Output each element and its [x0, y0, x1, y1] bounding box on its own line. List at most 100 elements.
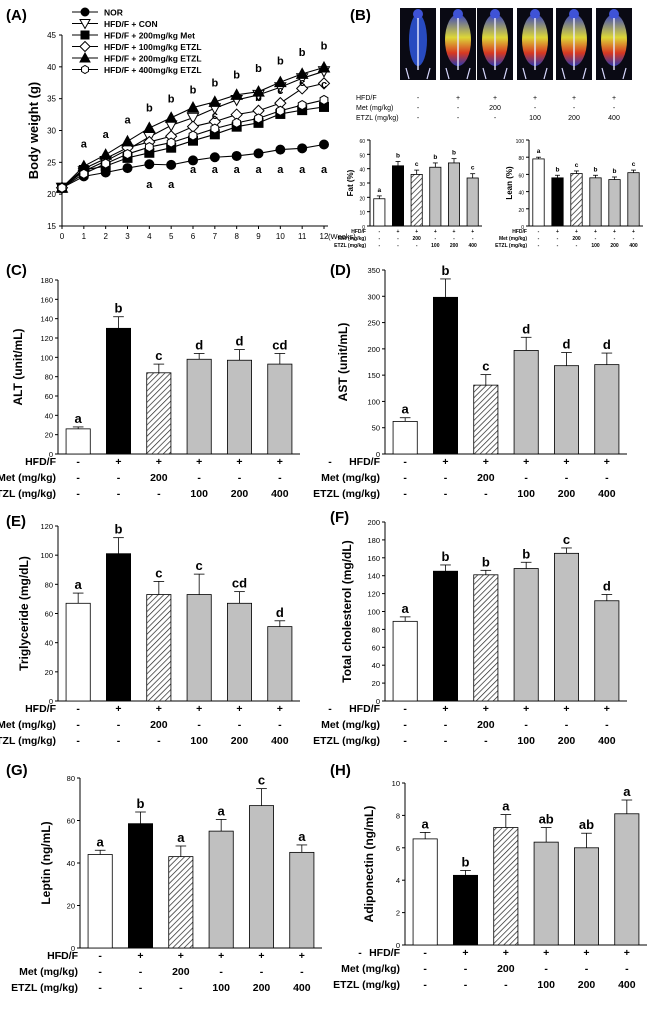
bar — [186, 358, 212, 455]
treatment-cell: - — [117, 735, 121, 747]
treatment-cell: - — [328, 456, 332, 468]
x-tick-label: 12 — [320, 232, 329, 241]
y-tick-label: 250 — [367, 319, 380, 328]
alt-bar-chart: 0 20 40 60 80 100 120 140 160 180 ALT (unit/mL) a b c… — [0, 262, 300, 500]
treatment-cell: - — [98, 966, 102, 978]
significance-letter: a — [277, 164, 284, 176]
x-tick-label: 6 — [191, 232, 196, 241]
significance-letter: d — [603, 578, 611, 593]
data-point — [188, 130, 198, 141]
x-tick-label: 8 — [234, 232, 239, 241]
data-point — [122, 163, 133, 174]
y-tick-label: 80 — [518, 156, 524, 162]
y-tick-label: 0 — [362, 225, 365, 231]
x-tick-label: 4 — [147, 232, 152, 241]
treatment-row-label: ETZL (mg/kg) — [313, 735, 380, 747]
y-tick-label: 30 — [359, 182, 365, 188]
significance-letter: b — [146, 102, 153, 114]
bar — [466, 177, 479, 227]
treatment-cell: + — [397, 229, 400, 235]
y-tick-label: 40 — [45, 411, 53, 420]
treatment-cell: 100 — [431, 243, 440, 249]
treatment-cell: + — [277, 456, 283, 468]
significance-letter: cd — [232, 576, 247, 591]
data-point — [231, 150, 242, 161]
scan-row-cell: 200 — [489, 105, 501, 112]
treatment-cell: - — [76, 703, 80, 715]
scan-row-cell: + — [572, 95, 576, 102]
significance-letter: b — [594, 166, 598, 173]
data-point — [275, 105, 285, 116]
significance-letter: a — [75, 577, 83, 592]
scan-row-cell: + — [456, 95, 460, 102]
treatment-cell: 400 — [629, 243, 638, 249]
significance-letter: a — [97, 834, 105, 849]
treatment-cell: - — [238, 472, 242, 484]
y-tick-label: 60 — [45, 610, 53, 619]
treatment-cell: 400 — [598, 735, 616, 747]
treatment-cell: - — [219, 966, 223, 978]
treatment-cell: - — [557, 236, 559, 242]
significance-letter: b — [396, 153, 400, 160]
y-tick-label: 100 — [516, 139, 525, 145]
y-tick-label: 30 — [47, 127, 56, 136]
y-tick-label: 6 — [396, 844, 400, 853]
treatment-cell: - — [117, 472, 121, 484]
treatment-cell: + — [632, 229, 635, 235]
treatment-cell: - — [576, 243, 578, 249]
treatment-cell: 400 — [598, 488, 616, 500]
treatment-row-label: ETZL (mg/kg) — [333, 979, 400, 991]
bar — [267, 363, 293, 455]
treatment-cell: - — [378, 229, 380, 235]
treatment-cell: - — [260, 966, 264, 978]
panel-letter-A: (A) — [6, 7, 27, 24]
scan-leg — [522, 67, 527, 80]
data-point — [254, 113, 263, 124]
data-point — [297, 143, 308, 154]
bar — [127, 823, 153, 949]
x-tick-label: 7 — [213, 232, 218, 241]
significance-letter: a — [255, 164, 262, 176]
data-point — [295, 82, 309, 95]
treatment-cell: - — [139, 982, 143, 994]
treatment-row-label: Met (mg/kg) — [341, 963, 400, 975]
data-point — [79, 51, 91, 63]
treatment-cell: - — [157, 735, 161, 747]
treatment-cell: + — [218, 950, 224, 962]
scan-row-label: Met (mg/kg) — [356, 105, 393, 112]
y-tick-label: 120 — [40, 522, 53, 531]
bar — [267, 626, 293, 702]
treatment-cell: - — [378, 243, 380, 249]
treatment-cell: - — [423, 947, 427, 959]
significance-letter: d — [522, 321, 530, 336]
significance-letter: b — [462, 854, 470, 869]
data-point — [81, 64, 89, 75]
scan-row-cell: - — [457, 115, 460, 122]
treatment-cell: 200 — [497, 963, 515, 975]
treatment-cell: + — [236, 456, 242, 468]
treatment-cell: - — [605, 719, 609, 731]
data-point — [297, 99, 307, 111]
treatment-cell: - — [444, 719, 448, 731]
significance-letter: c — [563, 532, 570, 547]
treatment-cell: - — [605, 472, 609, 484]
scan-row-cell: + — [612, 95, 616, 102]
significance-letter: a — [177, 830, 185, 845]
treatment-cell: - — [484, 735, 488, 747]
bar — [392, 421, 418, 455]
data-point — [79, 19, 91, 30]
y-tick-label: 20 — [47, 190, 56, 199]
data-point — [209, 152, 220, 163]
y-tick-label: 8 — [396, 811, 400, 820]
treatment-cell: + — [471, 229, 474, 235]
y-tick-label: 120 — [40, 334, 53, 343]
bar — [554, 552, 580, 702]
significance-letter: a — [124, 114, 131, 126]
significance-letter: a — [218, 803, 226, 818]
treatment-cell: + — [137, 950, 143, 962]
significance-letter: c — [632, 161, 636, 168]
bar — [248, 805, 274, 949]
